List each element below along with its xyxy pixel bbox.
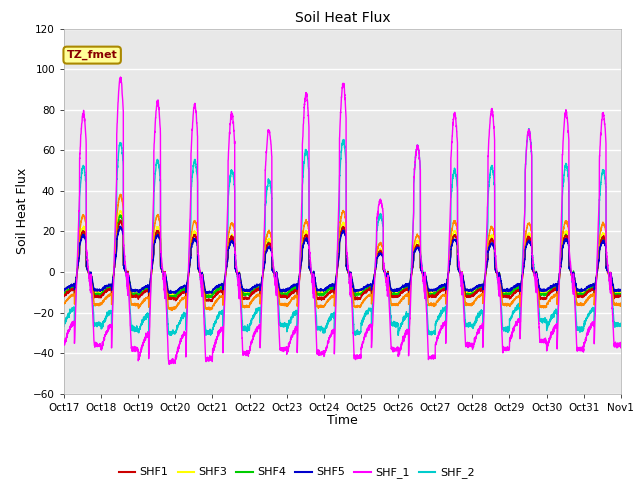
SHF_1 — [116, 74, 124, 80]
SHF_1 — [436, 326, 444, 332]
SHF1 — [116, 217, 124, 223]
SHF2 — [116, 192, 124, 197]
SHF_1 — [161, 286, 168, 292]
SHF_1 — [499, 344, 507, 349]
SHF4 — [436, 286, 444, 292]
SHF3 — [499, 289, 507, 295]
SHF2 — [168, 308, 176, 313]
SHF_1 — [60, 341, 68, 347]
SHF2 — [617, 300, 625, 306]
SHF2 — [499, 302, 507, 308]
SHF_2 — [617, 322, 625, 328]
SHF1 — [161, 274, 168, 279]
SHF1 — [436, 288, 444, 293]
SHF5 — [60, 288, 68, 293]
SHF1 — [499, 293, 507, 299]
SHF5 — [161, 274, 168, 279]
Line: SHF_2: SHF_2 — [64, 129, 621, 336]
SHF4 — [161, 275, 168, 280]
SHF1 — [616, 293, 624, 299]
SHF_2 — [525, 126, 533, 132]
SHF3 — [617, 291, 625, 297]
Line: SHF2: SHF2 — [64, 194, 621, 311]
SHF5 — [436, 284, 444, 290]
SHF2 — [468, 303, 476, 309]
SHF_2 — [467, 324, 475, 329]
SHF5 — [499, 287, 507, 292]
SHF5 — [203, 290, 211, 296]
SHF_2 — [394, 333, 402, 338]
SHF3 — [322, 288, 330, 293]
SHF3 — [468, 289, 476, 295]
SHF4 — [616, 292, 624, 298]
Y-axis label: Soil Heat Flux: Soil Heat Flux — [16, 168, 29, 254]
SHF3 — [167, 293, 175, 299]
SHF_1 — [616, 344, 624, 349]
SHF_1 — [165, 361, 173, 367]
SHF2 — [616, 303, 624, 309]
SHF1 — [208, 299, 216, 304]
SHF4 — [322, 289, 330, 295]
Line: SHF3: SHF3 — [64, 211, 621, 296]
SHF1 — [322, 293, 330, 299]
SHF4 — [499, 292, 507, 298]
SHF4 — [116, 212, 124, 217]
SHF4 — [60, 291, 68, 297]
SHF3 — [436, 286, 444, 291]
SHF2 — [436, 295, 444, 300]
SHF_1 — [322, 345, 330, 351]
Line: SHF_1: SHF_1 — [64, 77, 621, 364]
SHF_2 — [60, 324, 68, 329]
SHF3 — [161, 273, 168, 278]
SHF4 — [617, 292, 625, 298]
SHF5 — [616, 287, 624, 292]
Title: Soil Heat Flux: Soil Heat Flux — [294, 11, 390, 25]
SHF4 — [468, 290, 476, 296]
Text: TZ_fmet: TZ_fmet — [67, 50, 118, 60]
SHF1 — [617, 292, 625, 298]
SHF_1 — [468, 344, 476, 350]
SHF2 — [60, 301, 68, 307]
Legend: SHF1, SHF2, SHF3, SHF4, SHF5, SHF_1, SHF_2: SHF1, SHF2, SHF3, SHF4, SHF5, SHF_1, SHF… — [114, 463, 479, 480]
SHF1 — [60, 294, 68, 300]
Line: SHF4: SHF4 — [64, 215, 621, 298]
SHF5 — [116, 223, 124, 229]
SHF4 — [204, 295, 212, 300]
X-axis label: Time: Time — [327, 414, 358, 427]
Line: SHF5: SHF5 — [64, 226, 621, 293]
SHF5 — [322, 287, 330, 292]
SHF_2 — [499, 325, 507, 331]
SHF_2 — [436, 312, 444, 318]
SHF_2 — [616, 322, 624, 328]
SHF5 — [468, 287, 476, 293]
SHF2 — [322, 300, 330, 306]
SHF3 — [60, 289, 68, 295]
SHF_2 — [322, 324, 330, 330]
Line: SHF1: SHF1 — [64, 220, 621, 301]
SHF3 — [116, 208, 124, 214]
SHF3 — [616, 291, 624, 297]
SHF_1 — [617, 341, 625, 347]
SHF_2 — [160, 280, 168, 286]
SHF2 — [161, 276, 168, 282]
SHF1 — [468, 292, 476, 298]
SHF5 — [617, 288, 625, 294]
